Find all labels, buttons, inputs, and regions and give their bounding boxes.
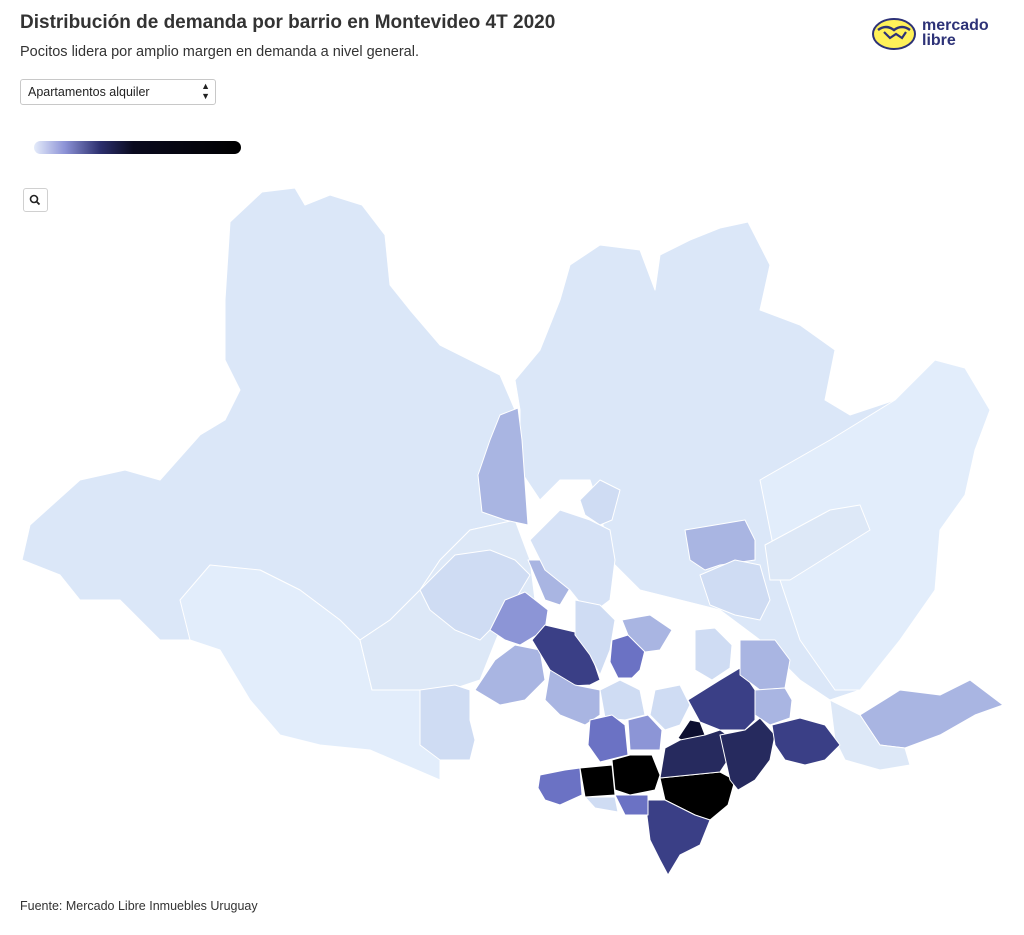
barrio-region-very-light-bottom[interactable]: [584, 796, 619, 813]
barrio-region-dark-e[interactable]: [644, 799, 711, 876]
barrio-region-central-d[interactable]: [474, 644, 546, 706]
color-scale-legend: [34, 141, 241, 154]
handshake-logo-icon: [872, 18, 916, 50]
barrio-region-light-center-d[interactable]: [599, 679, 646, 721]
barrio-region-north-central-b[interactable]: [529, 509, 616, 616]
logo-text: mercado libre: [922, 17, 989, 49]
search-icon: [29, 194, 41, 206]
barrio-region-northeast[interactable]: [759, 359, 991, 691]
source-note: Fuente: Mercado Libre Inmuebles Uruguay: [20, 899, 258, 913]
barrio-region-ml-east-c[interactable]: [694, 627, 733, 681]
barrio-region-dark-c[interactable]: [687, 667, 756, 731]
barrio-region-central-e[interactable]: [419, 684, 476, 761]
barrio-region-light-bottom[interactable]: [614, 794, 649, 816]
barrio-region-east-coast[interactable]: [859, 679, 1004, 749]
barrio-region-medium-sw-b[interactable]: [627, 714, 663, 751]
barrio-region-light-center-b[interactable]: [574, 599, 616, 676]
barrio-region-coast-west[interactable]: [537, 767, 583, 806]
barrio-region-darkest-b[interactable]: [611, 754, 661, 796]
page-subtitle: Pocitos lidera por amplio margen en dema…: [20, 44, 419, 60]
housing-type-select[interactable]: Apartamentos alquiler ▲ ▼: [20, 79, 216, 105]
barrio-region-medium-sw[interactable]: [587, 714, 629, 763]
barrio-region-dark-b[interactable]: [719, 717, 776, 791]
page-title: Distribución de demanda por barrio en Mo…: [20, 12, 556, 33]
barrio-region-central-c[interactable]: [489, 591, 549, 646]
housing-type-selected-value: Apartamentos alquiler: [28, 85, 150, 99]
barrio-region-ne-tile-c[interactable]: [764, 504, 871, 581]
barrio-region-north-central[interactable]: [579, 479, 621, 526]
barrio-region-ml-east-b[interactable]: [754, 687, 793, 726]
mercado-libre-logo: mercado libre: [872, 16, 1002, 56]
select-arrows-icon: ▲ ▼: [201, 81, 210, 101]
barrio-region-darkest-a[interactable]: [579, 764, 616, 798]
logo-line-2: libre: [922, 32, 956, 49]
barrio-region-north-strip[interactable]: [477, 407, 529, 526]
barrio-region-dark-d[interactable]: [771, 717, 841, 766]
logo-line-1: mercado: [922, 17, 989, 34]
barrio-region-light-sw[interactable]: [649, 684, 691, 731]
barrio-region-light-center-a[interactable]: [621, 614, 673, 653]
zoom-button[interactable]: [23, 188, 48, 212]
barrio-region-ne-tile-b[interactable]: [699, 559, 771, 621]
